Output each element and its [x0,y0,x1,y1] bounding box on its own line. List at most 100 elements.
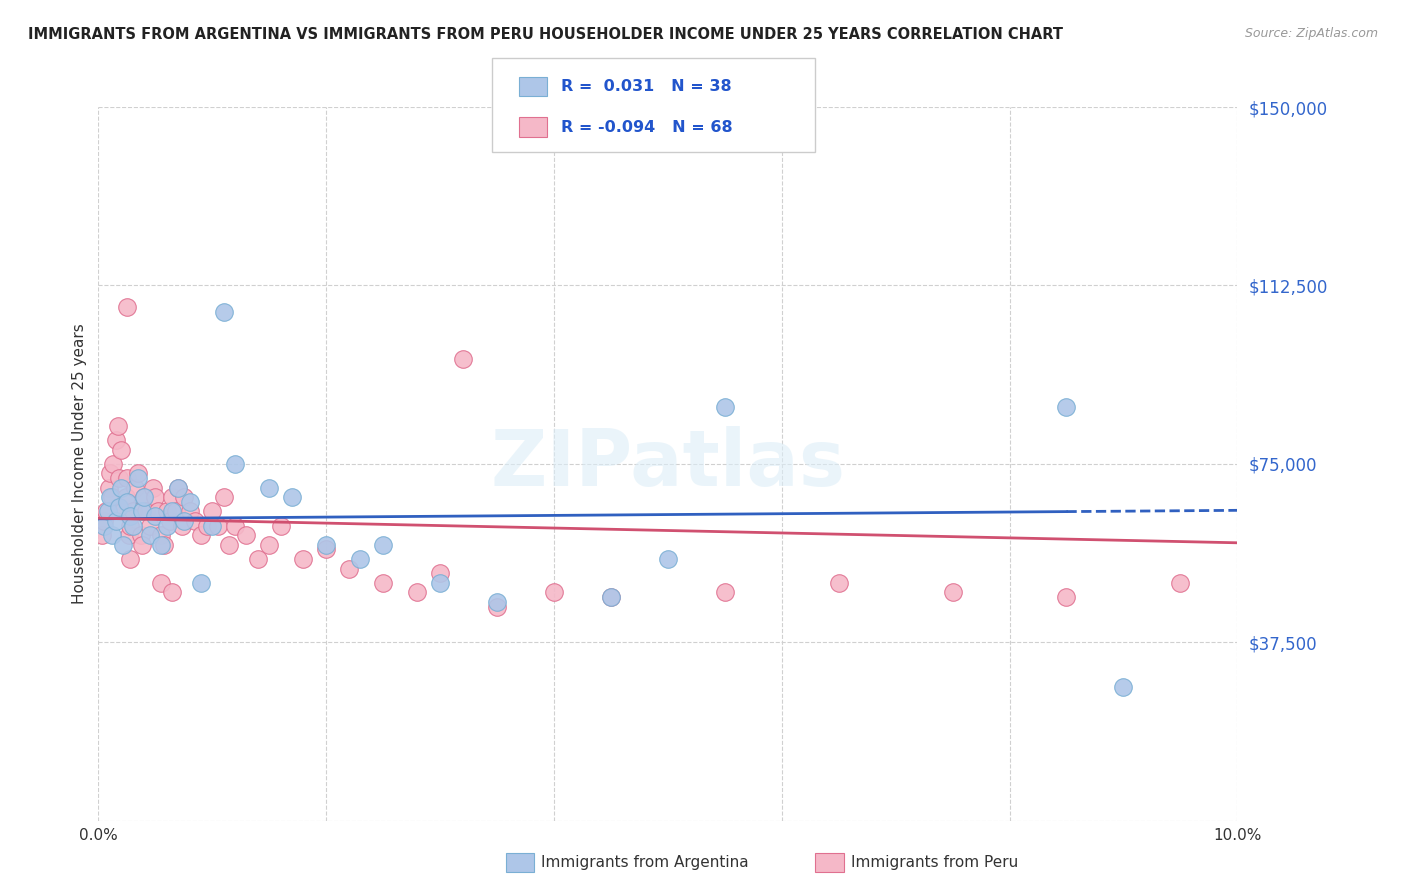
Point [218,538,240,552]
Point [543,585,565,599]
Point [101,490,124,504]
Text: Immigrants from Argentina: Immigrants from Argentina [541,855,749,870]
Point [184,514,207,528]
Point [451,352,474,367]
Point [110,481,132,495]
Point [292,552,315,566]
Point [1170,575,1192,590]
Point [486,599,509,614]
Point [103,457,125,471]
Point [173,514,195,528]
Point [112,538,135,552]
Point [135,504,157,518]
Point [167,481,190,495]
Point [162,490,184,504]
Point [97,481,120,495]
Point [104,514,127,528]
Point [131,504,153,518]
Point [96,504,118,518]
Point [121,518,143,533]
Point [127,471,149,485]
Point [101,528,124,542]
Point [98,490,121,504]
Point [121,504,143,518]
Point [942,585,965,599]
Point [201,518,224,533]
Point [207,518,229,533]
Point [179,504,201,518]
Point [315,538,337,552]
Point [429,575,451,590]
Point [212,490,235,504]
Point [371,538,394,552]
Point [120,518,142,533]
Point [657,552,679,566]
Point [828,575,851,590]
Point [120,509,142,524]
Point [150,528,173,542]
Point [235,528,257,542]
Y-axis label: Householder Income Under 25 years: Householder Income Under 25 years [72,324,87,604]
Point [132,490,155,504]
Point [129,528,152,542]
Point [115,471,138,485]
Point [224,518,246,533]
Point [167,481,190,495]
Point [107,418,129,433]
Point [146,504,169,518]
Point [131,538,153,552]
Point [104,433,127,447]
Point [124,481,146,495]
Point [112,504,135,518]
Point [114,490,136,504]
Text: IMMIGRANTS FROM ARGENTINA VS IMMIGRANTS FROM PERU HOUSEHOLDER INCOME UNDER 25 YE: IMMIGRANTS FROM ARGENTINA VS IMMIGRANTS … [28,27,1063,42]
Point [110,442,132,457]
Point [315,542,337,557]
Text: R =  0.031   N = 38: R = 0.031 N = 38 [561,79,731,94]
Point [150,538,173,552]
Point [170,518,193,533]
Point [173,490,195,504]
Text: ZIPatlas: ZIPatlas [491,425,845,502]
Point [156,504,179,518]
Point [138,528,160,542]
Point [179,495,201,509]
Point [1112,681,1135,695]
Point [224,457,246,471]
Point [150,575,173,590]
Point [132,490,155,504]
Point [138,518,160,533]
Point [270,518,292,533]
Point [153,538,176,552]
Point [108,500,131,514]
Point [165,504,187,518]
Point [118,528,141,542]
Point [714,585,737,599]
Point [195,518,218,533]
Point [93,514,115,528]
Point [486,595,509,609]
Point [337,561,360,575]
Point [714,400,737,414]
Point [212,304,235,318]
Text: Immigrants from Peru: Immigrants from Peru [851,855,1018,870]
Point [115,300,138,314]
Point [190,575,212,590]
Point [349,552,371,566]
Point [600,590,623,604]
Point [1056,400,1078,414]
Text: Source: ZipAtlas.com: Source: ZipAtlas.com [1244,27,1378,40]
Point [201,504,224,518]
Point [145,490,167,504]
Point [246,552,269,566]
Point [162,504,184,518]
Point [281,490,304,504]
Point [162,585,184,599]
Point [1056,590,1078,604]
Point [96,504,118,518]
Point [127,467,149,481]
Point [429,566,451,581]
Point [371,575,394,590]
Point [156,518,179,533]
Point [98,467,121,481]
